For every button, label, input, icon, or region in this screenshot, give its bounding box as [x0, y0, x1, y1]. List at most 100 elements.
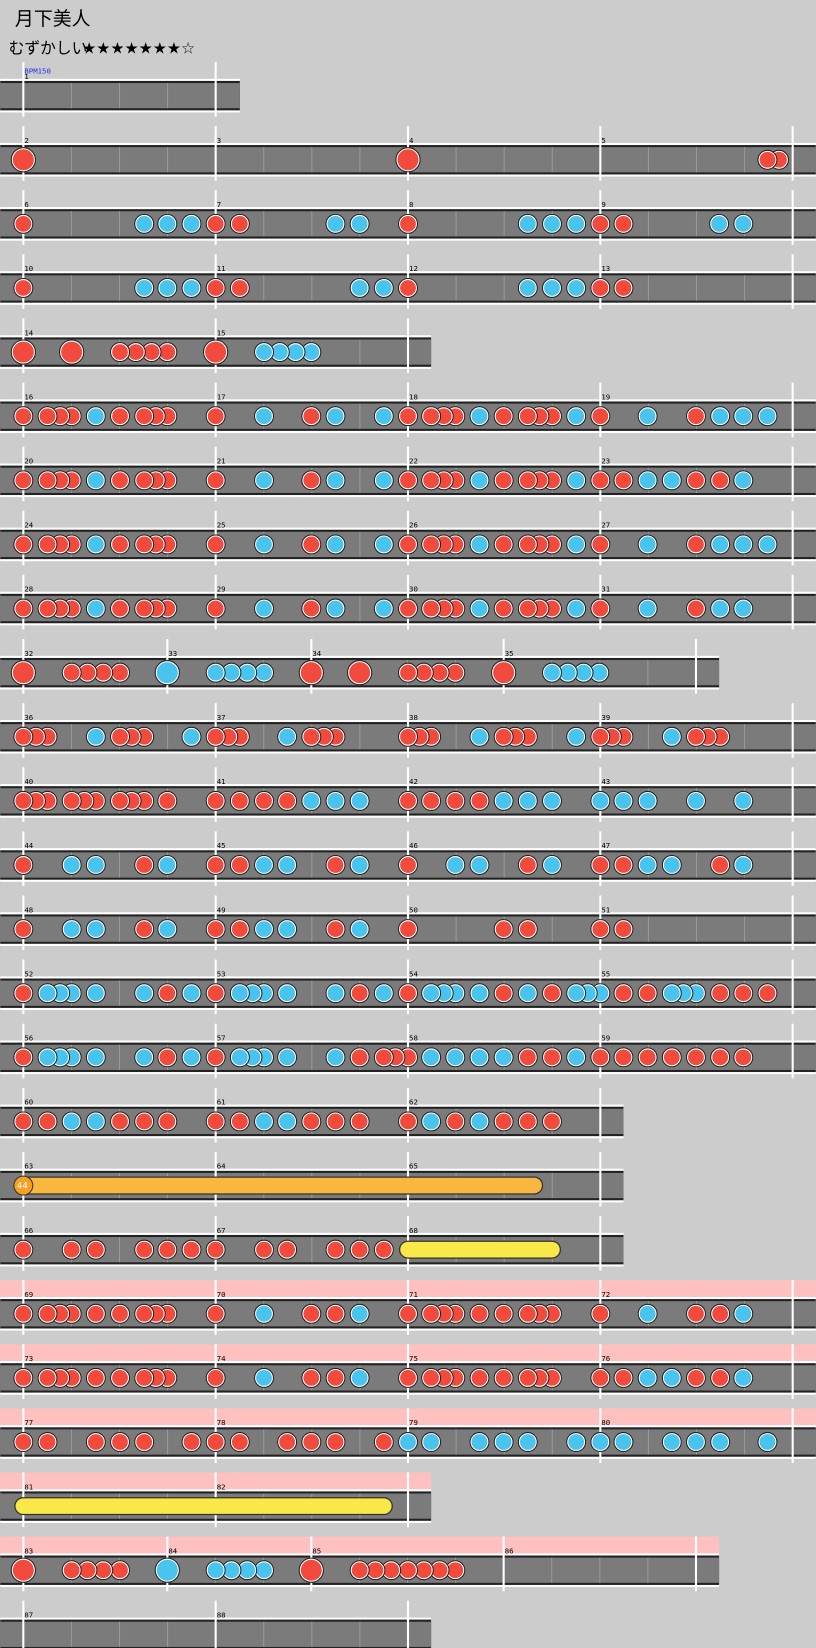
- ka-note-face: [136, 215, 153, 232]
- don-note-face: [712, 472, 729, 489]
- don-note-face: [15, 1113, 32, 1130]
- ka-note-face: [87, 857, 104, 873]
- don-note-face: [400, 921, 416, 937]
- ka-note-face: [87, 472, 104, 489]
- measure-number: 71: [409, 1290, 418, 1299]
- don-note-face: [712, 857, 729, 873]
- don-note-face: [495, 1305, 512, 1322]
- ka-note-face: [519, 792, 536, 809]
- measure-number: 41: [217, 777, 226, 786]
- don-note-face: [327, 921, 344, 937]
- don-note-face: [495, 536, 512, 553]
- ka-note-face: [327, 536, 344, 553]
- don-note-face: [136, 408, 153, 425]
- measure-number: 73: [24, 1354, 33, 1363]
- don-note-face: [759, 985, 776, 1002]
- measure-number: 15: [217, 328, 226, 337]
- don-note-face: [712, 985, 729, 1002]
- don-note-face: [136, 921, 153, 937]
- ka-note-face: [87, 408, 104, 425]
- don-note-face: [712, 1305, 729, 1322]
- don-note-face: [327, 1305, 344, 1322]
- measure-number: 87: [24, 1611, 33, 1620]
- ka-note-face: [735, 215, 752, 232]
- ka-note-face: [712, 408, 729, 425]
- ka-note-face: [271, 344, 288, 360]
- ka-note-face: [639, 1305, 656, 1322]
- don-note-face: [159, 792, 176, 809]
- don-note-face: [447, 664, 464, 681]
- ka-note-face: [712, 1434, 729, 1450]
- don-note-face: [112, 1370, 128, 1386]
- don-note-face: [207, 472, 224, 489]
- don-note-face: [61, 341, 83, 363]
- don-note-face: [400, 792, 416, 809]
- measure-number: 69: [24, 1290, 33, 1299]
- don-note-face: [15, 536, 32, 553]
- don-note-face: [688, 1049, 704, 1066]
- don-note-face: [231, 1113, 248, 1130]
- measure-number: 49: [217, 905, 226, 914]
- measure-number: 24: [24, 521, 33, 530]
- ka-note-face: [39, 1049, 56, 1066]
- don-note-face: [495, 985, 512, 1002]
- measure-number: 20: [24, 457, 33, 466]
- don-note-face: [207, 985, 224, 1002]
- don-note-face: [519, 1049, 536, 1066]
- don-note-face: [400, 1370, 416, 1386]
- don-note-face: [112, 792, 128, 809]
- ka-note-face: [519, 1434, 536, 1450]
- don-note-face: [15, 985, 32, 1002]
- don-note-face: [615, 1370, 632, 1386]
- don-note-face: [688, 1370, 704, 1386]
- measure-number: 6: [24, 200, 28, 209]
- ka-note-face: [423, 985, 440, 1002]
- don-note-face: [615, 215, 632, 232]
- don-note-face: [735, 985, 752, 1002]
- measure-number: 85: [312, 1546, 321, 1555]
- ka-note-face: [256, 1305, 272, 1322]
- don-note-face: [495, 728, 512, 745]
- don-note-face: [112, 536, 128, 553]
- ka-note-face: [735, 600, 752, 617]
- don-note-face: [519, 1305, 536, 1322]
- don-note-face: [447, 1562, 464, 1579]
- measure-number: 22: [409, 457, 418, 466]
- measure-number: 35: [505, 649, 514, 658]
- don-note-face: [495, 472, 512, 489]
- don-note-face: [351, 1241, 368, 1258]
- don-note-face: [39, 536, 56, 553]
- don-note-face: [327, 1434, 344, 1450]
- measure-number: 10: [24, 264, 33, 273]
- don-note-face: [231, 215, 248, 232]
- measure-number: 82: [217, 1482, 226, 1491]
- don-note-face: [495, 408, 512, 425]
- don-note-face: [639, 1049, 656, 1066]
- ka-note-face: [87, 536, 104, 553]
- don-note-face: [423, 408, 440, 425]
- don-note-face: [15, 1434, 32, 1450]
- measure-number: 16: [24, 392, 33, 401]
- don-note-face: [519, 600, 536, 617]
- don-note-face: [303, 600, 320, 617]
- measure-number: 11: [217, 264, 226, 273]
- don-note-face: [519, 472, 536, 489]
- measure-number: 63: [24, 1162, 33, 1171]
- don-note-face: [12, 149, 34, 171]
- measure-number: 55: [601, 969, 610, 978]
- ka-note-face: [663, 857, 680, 873]
- don-note-face: [493, 662, 515, 684]
- don-note-face: [351, 985, 368, 1002]
- ka-note-face: [471, 985, 488, 1002]
- ka-note-face: [327, 408, 344, 425]
- don-note-face: [431, 664, 448, 681]
- don-note-face: [159, 1113, 176, 1130]
- measure-number: 9: [601, 200, 605, 209]
- ka-note-face: [591, 664, 608, 681]
- don-note-face: [87, 1305, 104, 1322]
- measure-number: 2: [24, 136, 28, 145]
- don-note-face: [112, 1113, 128, 1130]
- don-note-face: [15, 921, 32, 937]
- don-note-face: [39, 1370, 56, 1386]
- ka-note-face: [156, 662, 178, 684]
